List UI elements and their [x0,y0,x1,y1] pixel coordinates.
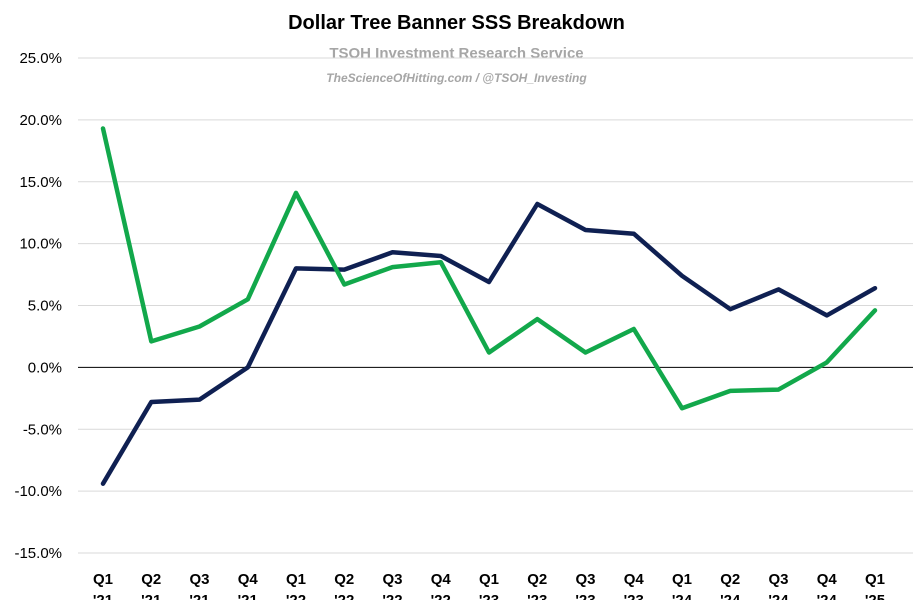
x-tick-year-label: '21 [189,592,209,600]
series-line-1 [100,201,878,486]
chart-title: Dollar Tree Banner SSS Breakdown [288,12,625,34]
x-tick-label: Q1 [286,571,306,588]
x-tick-label: Q4 [817,571,838,588]
x-tick-label: Q3 [382,571,402,588]
x-tick-year-label: '21 [93,592,113,600]
x-tick-label: Q4 [238,571,259,588]
x-tick-label: Q2 [334,571,354,588]
x-tick-year-label: '23 [479,592,499,600]
x-tick-year-label: '22 [286,592,306,600]
y-tick-label: 25.0% [19,50,62,67]
chart-credit: TheScienceOfHitting.com / @TSOH_Investin… [326,71,587,85]
x-tick-year-label: '23 [624,592,644,600]
x-tick-label: Q3 [575,571,595,588]
x-tick-year-label: '23 [527,592,547,600]
x-tick-year-label: '23 [575,592,595,600]
x-tick-year-label: '24 [720,592,741,600]
x-tick-label: Q1 [93,571,113,588]
x-tick-year-label: '22 [382,592,402,600]
x-tick-label: Q1 [479,571,499,588]
y-tick-label: 15.0% [19,174,62,191]
y-tick-label: -15.0% [14,545,62,562]
y-tick-label: -5.0% [23,421,62,438]
x-tick-year-label: '21 [141,592,161,600]
x-tick-year-label: '25 [865,592,885,600]
x-tick-label: Q4 [431,571,452,588]
y-tick-label: 5.0% [28,298,62,315]
x-tick-label: Q1 [865,571,885,588]
x-tick-year-label: '24 [672,592,693,600]
x-tick-label: Q2 [141,571,161,588]
y-tick-label: 10.0% [19,236,62,253]
x-tick-label: Q1 [672,571,692,588]
x-tick-label: Q4 [624,571,645,588]
x-tick-label: Q2 [720,571,740,588]
x-tick-year-label: '24 [768,592,789,600]
x-tick-label: Q3 [189,571,209,588]
x-tick-year-label: '24 [817,592,838,600]
y-tick-label: 0.0% [28,359,62,376]
y-tick-label: 20.0% [19,112,62,129]
x-tick-label: Q3 [768,571,788,588]
series-line-2 [100,126,878,411]
x-tick-label: Q2 [527,571,547,588]
y-tick-label: -10.0% [14,483,62,500]
x-tick-year-label: '22 [334,592,354,600]
x-tick-year-label: '21 [238,592,258,600]
x-tick-year-label: '22 [431,592,451,600]
